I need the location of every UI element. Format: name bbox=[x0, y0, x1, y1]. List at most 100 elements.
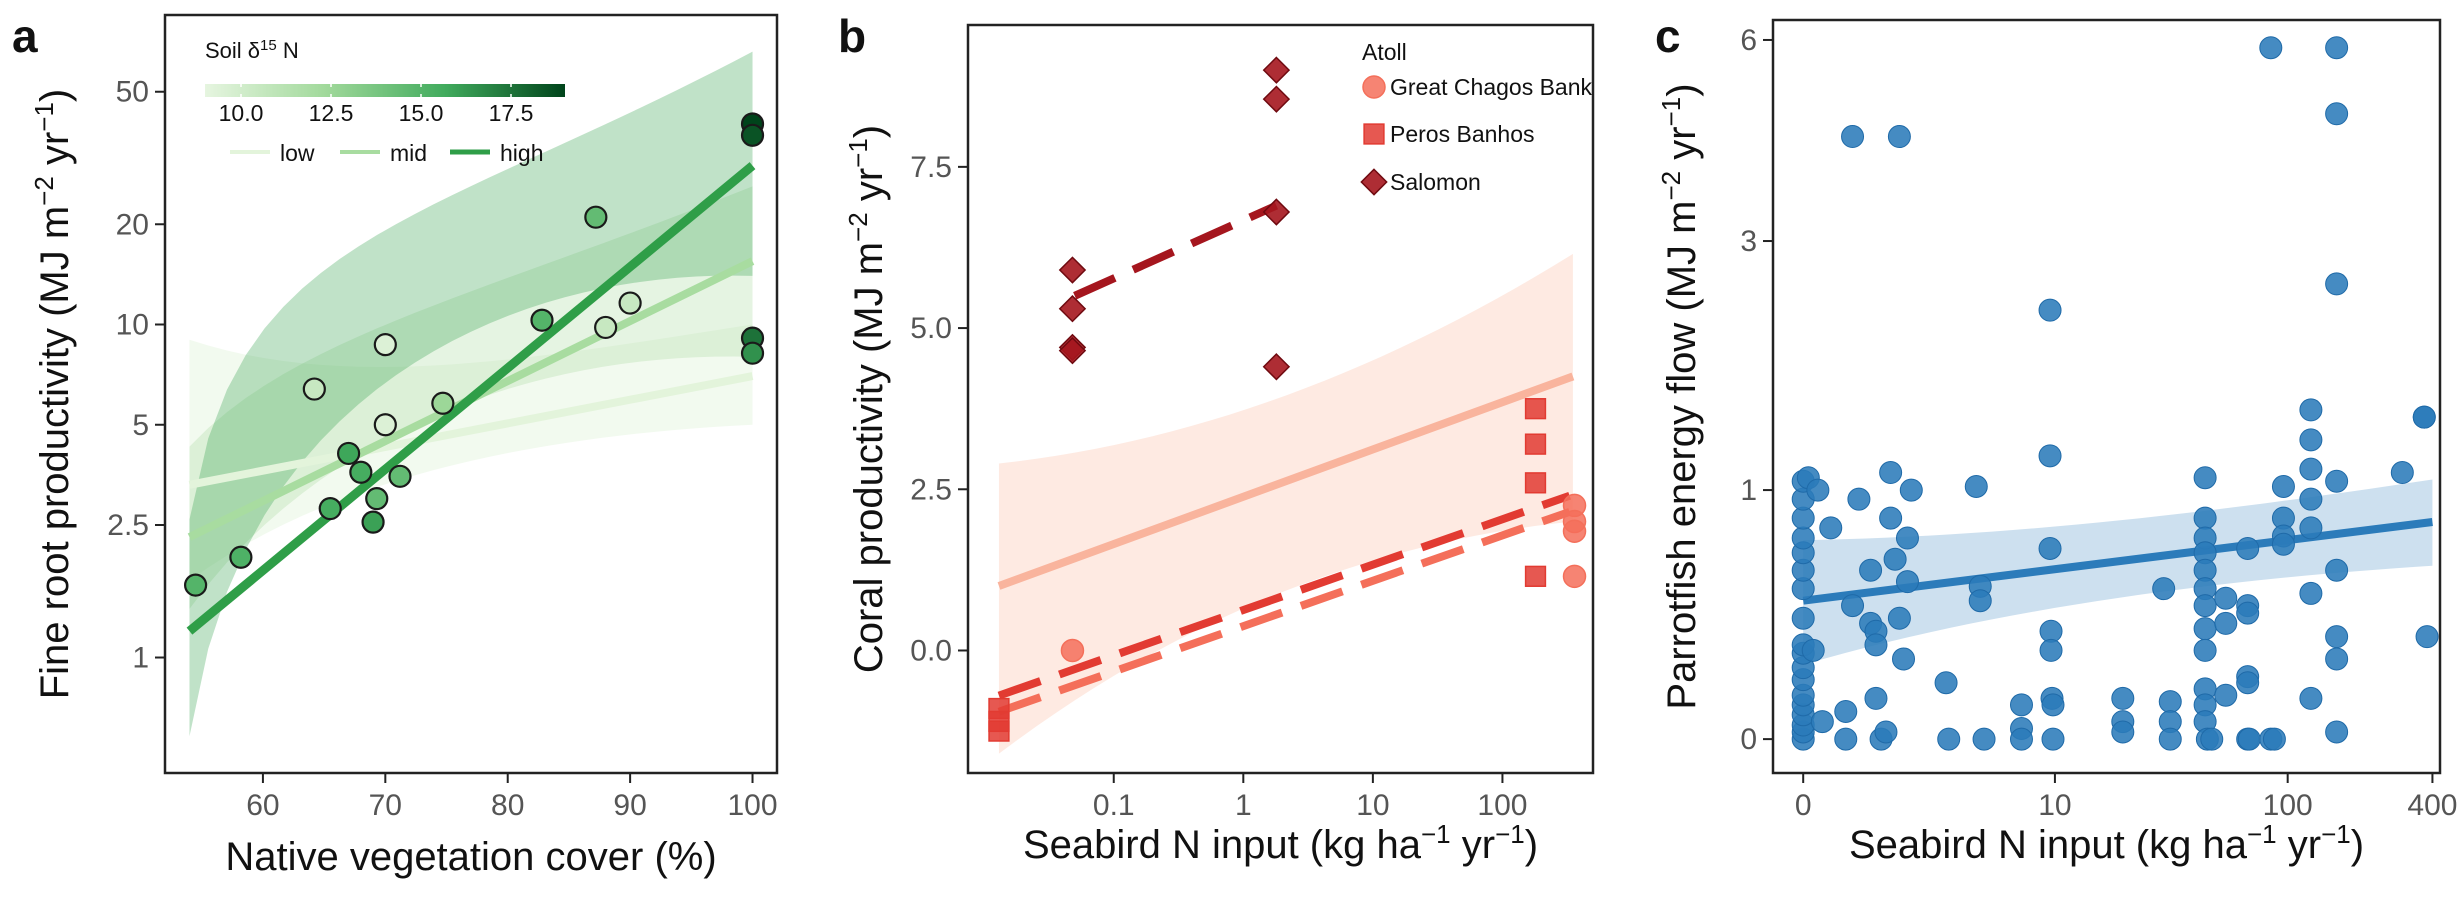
data-point-square bbox=[1524, 398, 1547, 420]
legend-key-circle bbox=[1362, 75, 1386, 99]
legend-title: Soil δ15 N bbox=[205, 37, 299, 64]
plot-frame bbox=[1771, 18, 2442, 775]
y-tick-label: 5.0 bbox=[910, 312, 952, 345]
data-point bbox=[2158, 727, 2182, 751]
data-point bbox=[373, 333, 397, 357]
x-tick-label: 70 bbox=[369, 789, 402, 822]
data-point bbox=[1879, 461, 1903, 485]
data-point bbox=[1864, 686, 1888, 710]
data-point bbox=[594, 315, 618, 340]
x-axis-label-exp: −1 bbox=[1421, 819, 1451, 849]
data-point bbox=[1895, 526, 1919, 550]
x-tick-label: 80 bbox=[491, 789, 524, 822]
data-point-diamond bbox=[1058, 336, 1087, 365]
y-axis-label-exp: −1 bbox=[1656, 97, 1686, 127]
x-tick-label: 90 bbox=[613, 789, 646, 822]
data-point bbox=[2325, 720, 2349, 744]
y-tick-label: 50 bbox=[116, 76, 149, 109]
data-point-square bbox=[1524, 472, 1547, 494]
data-point bbox=[1834, 699, 1858, 723]
x-tick-label: 10 bbox=[2038, 789, 2071, 822]
data-point bbox=[2214, 611, 2238, 635]
data-point bbox=[2299, 428, 2323, 452]
legend-label-low: low bbox=[280, 140, 315, 166]
data-point bbox=[530, 308, 554, 332]
panel-label: b bbox=[838, 10, 866, 62]
data-point bbox=[740, 341, 765, 365]
panel-label: c bbox=[1655, 10, 1681, 62]
data-point bbox=[1883, 547, 1907, 571]
data-point bbox=[2158, 690, 2182, 714]
y-axis-label-exp: −1 bbox=[29, 102, 59, 132]
data-point bbox=[361, 510, 385, 534]
data-point bbox=[2038, 298, 2062, 322]
data-point bbox=[2299, 398, 2323, 422]
y-tick-label: 7.5 bbox=[910, 151, 952, 184]
ci-band-high bbox=[189, 51, 753, 737]
data-point bbox=[2041, 727, 2065, 751]
y-axis-label-exp: −2 bbox=[843, 212, 873, 242]
panel-label: a bbox=[12, 10, 38, 62]
data-point bbox=[2271, 474, 2295, 498]
data-point bbox=[365, 487, 389, 511]
legend-title: Atoll bbox=[1362, 39, 1407, 65]
data-point bbox=[1841, 594, 1865, 618]
legend-label-high: high bbox=[500, 140, 543, 166]
colorbar-tick-label: 17.5 bbox=[489, 100, 534, 126]
colorbar bbox=[205, 84, 565, 97]
data-point bbox=[1801, 638, 1825, 662]
data-point bbox=[2325, 272, 2349, 296]
data-point bbox=[2111, 686, 2135, 710]
legend-title-end: N bbox=[277, 38, 299, 63]
colorbar-tick-label: 12.5 bbox=[309, 100, 354, 126]
data-point bbox=[2193, 617, 2217, 641]
fit-line-circle bbox=[997, 508, 1571, 716]
plot-frame bbox=[163, 13, 779, 775]
colorbar-tick-label: 15.0 bbox=[399, 100, 444, 126]
fit-line-low bbox=[188, 372, 754, 489]
data-point-diamond bbox=[1058, 256, 1087, 284]
data-point bbox=[2041, 693, 2065, 717]
data-point bbox=[2412, 405, 2436, 429]
plot-frame bbox=[966, 23, 1595, 775]
data-point bbox=[2200, 727, 2224, 751]
y-axis-label-exp: −2 bbox=[29, 176, 59, 206]
y-tick-label: 3 bbox=[1740, 225, 1757, 258]
data-point bbox=[2325, 469, 2349, 493]
data-point bbox=[1841, 125, 1865, 149]
data-point-diamond bbox=[1262, 85, 1291, 113]
data-point bbox=[2415, 625, 2439, 649]
data-point bbox=[2193, 466, 2217, 490]
y-axis-label-end: ) bbox=[1660, 83, 1704, 96]
data-point bbox=[2325, 647, 2349, 671]
overall-fit-line bbox=[997, 372, 1575, 590]
x-tick-label: 100 bbox=[727, 789, 777, 822]
data-point bbox=[388, 464, 412, 488]
data-point bbox=[1806, 478, 1830, 502]
y-tick-label: 5 bbox=[132, 409, 149, 442]
data-point-diamond bbox=[1058, 295, 1087, 323]
data-point bbox=[2299, 487, 2323, 511]
legend-label: Salomon bbox=[1390, 169, 1481, 195]
data-point-square bbox=[988, 720, 1010, 742]
y-tick-label: 2.5 bbox=[910, 473, 952, 506]
x-axis-label: Seabird N input (kg ha−1 yr−1) bbox=[1023, 819, 1538, 867]
data-point bbox=[337, 441, 361, 466]
legend-label: Great Chagos Bank bbox=[1390, 74, 1593, 100]
data-point bbox=[2193, 638, 2217, 662]
data-point bbox=[1791, 606, 1815, 630]
x-tick-label: 100 bbox=[1477, 789, 1527, 822]
y-axis-label-main: Parrotfish energy flow (MJ m bbox=[1660, 201, 1704, 710]
ci-band-low bbox=[189, 324, 753, 581]
x-tick-label: 100 bbox=[2263, 789, 2313, 822]
data-point bbox=[1859, 558, 1883, 582]
x-axis-label-main: Seabird N input (kg ha bbox=[1023, 823, 1422, 867]
y-tick-label: 2.5 bbox=[107, 509, 149, 542]
data-point bbox=[1819, 516, 1843, 540]
data-point bbox=[2271, 532, 2295, 556]
y-tick-label: 10 bbox=[116, 309, 149, 342]
data-point bbox=[1972, 727, 1996, 751]
fit-line-diamond bbox=[1073, 201, 1279, 300]
data-point bbox=[618, 291, 642, 315]
